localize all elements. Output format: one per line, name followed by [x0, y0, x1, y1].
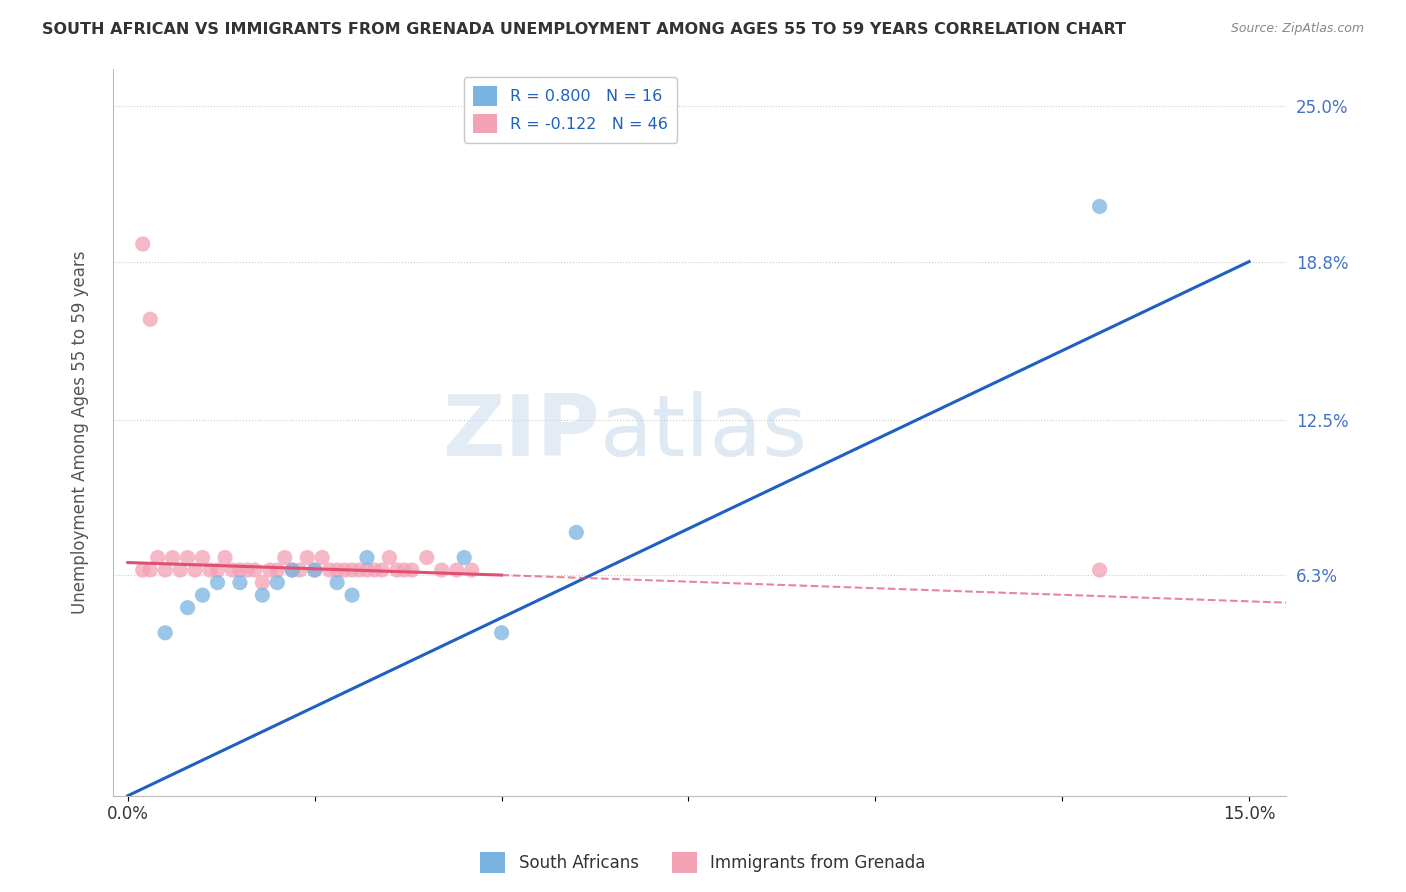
Point — [229, 575, 252, 590]
Point — [266, 575, 288, 590]
Point — [281, 563, 304, 577]
Point — [266, 563, 288, 577]
Point — [221, 563, 243, 577]
Point — [132, 237, 155, 252]
Point — [146, 550, 169, 565]
Legend: South Africans, Immigrants from Grenada: South Africans, Immigrants from Grenada — [474, 846, 932, 880]
Point — [340, 563, 363, 577]
Point — [1088, 563, 1111, 577]
Point — [430, 563, 453, 577]
Point — [184, 563, 207, 577]
Point — [356, 550, 378, 565]
Point — [139, 312, 162, 326]
Point — [281, 563, 304, 577]
Point — [385, 563, 408, 577]
Point — [198, 563, 221, 577]
Point — [288, 563, 311, 577]
Point — [139, 563, 162, 577]
Point — [356, 563, 378, 577]
Point — [176, 600, 198, 615]
Point — [252, 588, 274, 602]
Point — [274, 550, 297, 565]
Point — [340, 588, 363, 602]
Point — [259, 563, 281, 577]
Point — [132, 563, 155, 577]
Point — [236, 563, 259, 577]
Point — [214, 550, 236, 565]
Point — [176, 550, 198, 565]
Point — [207, 575, 229, 590]
Text: SOUTH AFRICAN VS IMMIGRANTS FROM GRENADA UNEMPLOYMENT AMONG AGES 55 TO 59 YEARS : SOUTH AFRICAN VS IMMIGRANTS FROM GRENADA… — [42, 22, 1126, 37]
Point — [207, 563, 229, 577]
Point — [243, 563, 266, 577]
Point — [446, 563, 468, 577]
Point — [326, 563, 349, 577]
Text: ZIP: ZIP — [441, 391, 600, 474]
Point — [453, 550, 475, 565]
Point — [460, 563, 482, 577]
Point — [333, 563, 356, 577]
Point — [311, 550, 333, 565]
Point — [252, 575, 274, 590]
Point — [416, 550, 439, 565]
Point — [304, 563, 326, 577]
Text: atlas: atlas — [600, 391, 808, 474]
Point — [191, 550, 214, 565]
Point — [318, 563, 340, 577]
Point — [363, 563, 385, 577]
Point — [401, 563, 423, 577]
Point — [229, 563, 252, 577]
Text: Source: ZipAtlas.com: Source: ZipAtlas.com — [1230, 22, 1364, 36]
Point — [326, 575, 349, 590]
Point — [1088, 199, 1111, 213]
Point — [1350, 563, 1372, 577]
Y-axis label: Unemployment Among Ages 55 to 59 years: Unemployment Among Ages 55 to 59 years — [72, 251, 89, 614]
Point — [169, 563, 191, 577]
Point — [153, 563, 176, 577]
Legend: R = 0.800   N = 16, R = -0.122   N = 46: R = 0.800 N = 16, R = -0.122 N = 46 — [464, 77, 678, 143]
Point — [371, 563, 394, 577]
Point — [153, 625, 176, 640]
Point — [295, 550, 318, 565]
Point — [162, 550, 184, 565]
Point — [304, 563, 326, 577]
Point — [378, 550, 401, 565]
Point — [191, 588, 214, 602]
Point — [394, 563, 416, 577]
Point — [565, 525, 588, 540]
Point — [349, 563, 371, 577]
Point — [491, 625, 513, 640]
